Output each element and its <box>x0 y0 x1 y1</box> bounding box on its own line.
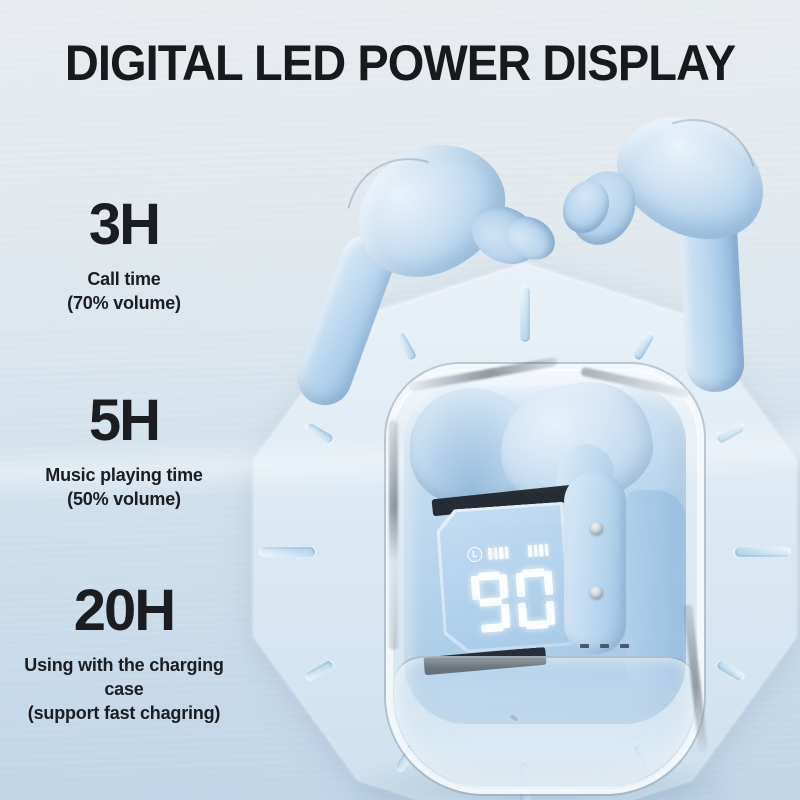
charging-contact-dots <box>580 644 629 648</box>
dial-tick <box>715 659 747 683</box>
stat-label-line2: (50% volume) <box>67 489 181 509</box>
page-title: DIGITAL LED POWER DISPLAY <box>64 35 736 91</box>
stat-label-line1: Using with the charging case <box>24 655 224 699</box>
dial-tick <box>303 659 335 683</box>
stat-label-line2: (70% volume) <box>67 293 181 313</box>
dial-tick <box>520 286 530 342</box>
stat-label-line1: Music playing time <box>45 465 203 485</box>
dial-tick <box>715 421 747 445</box>
case-glass-shell <box>386 364 704 794</box>
dial-tick <box>259 547 315 557</box>
glass-rim-reflection <box>389 420 398 650</box>
stat-value: 20H <box>73 578 176 643</box>
stat-value: 5H <box>88 388 161 453</box>
screw-icon <box>590 586 603 599</box>
earbud-in-case-stem <box>564 472 626 654</box>
dial-tick <box>303 421 335 445</box>
stat-label-line1: Call time <box>87 269 161 289</box>
screw-icon <box>590 522 603 535</box>
earbud-left <box>290 122 563 420</box>
stat-value: 3H <box>88 192 161 257</box>
stat-item-case-time: 20H Using with the charging case (suppor… <box>8 582 240 725</box>
stat-label-line2: (support fast chagring) <box>27 703 221 723</box>
stat-item-call-time: 3H Call time (70% volume) <box>8 196 240 315</box>
stat-item-music-time: 5H Music playing time (50% volume) <box>8 392 240 511</box>
dial-tick <box>735 547 791 557</box>
case-divider-panel <box>626 490 686 682</box>
earbud-right <box>554 94 795 400</box>
charging-case: L <box>386 357 708 794</box>
